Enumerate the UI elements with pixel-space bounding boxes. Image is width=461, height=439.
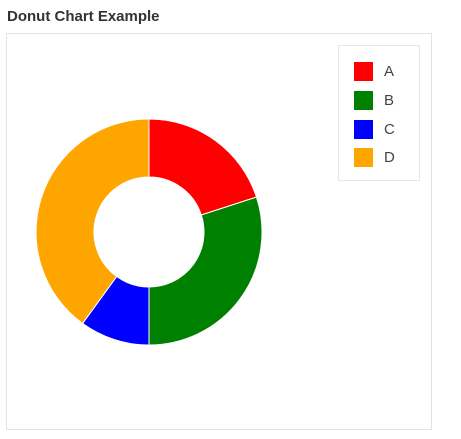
legend-swatch-a — [354, 62, 373, 81]
legend-label-a: A — [384, 63, 395, 80]
donut-slice-a — [148, 118, 258, 216]
legend: A B C D — [338, 45, 420, 181]
donut-slice-d — [35, 118, 150, 325]
legend-label-b: B — [384, 92, 395, 109]
legend-item-c: C — [354, 120, 414, 140]
legend-swatch-b — [354, 91, 373, 110]
legend-label-c: C — [384, 121, 395, 138]
legend-item-b: B — [354, 91, 414, 111]
legend-label-d: D — [384, 149, 395, 166]
legend-swatch-c — [354, 120, 373, 139]
legend-item-a: A — [354, 62, 414, 82]
chart-title: Donut Chart Example — [7, 8, 160, 25]
legend-item-d: D — [354, 148, 414, 168]
legend-swatch-d — [354, 148, 373, 167]
donut-slice-b — [148, 196, 263, 346]
